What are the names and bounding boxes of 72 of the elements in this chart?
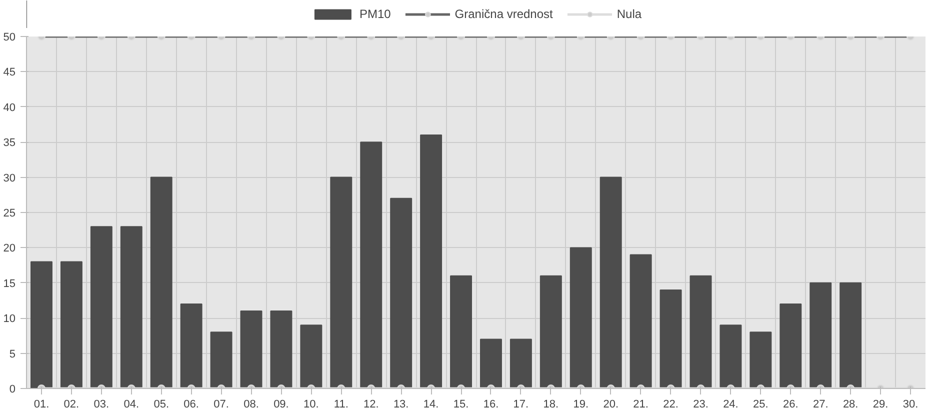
bar <box>360 142 382 388</box>
bar <box>510 338 532 388</box>
x-tick-label: 03. <box>94 398 110 410</box>
x-tick-label: 17. <box>513 398 529 410</box>
y-tick-label: 15 <box>3 278 16 290</box>
x-tick-label: 23. <box>693 398 708 410</box>
bar <box>60 261 82 388</box>
x-tick-label: 30. <box>902 398 918 410</box>
y-tick-label: 30 <box>3 172 16 184</box>
legend-label: Nula <box>616 7 642 21</box>
bar <box>750 332 772 388</box>
bar <box>420 134 442 388</box>
bar <box>390 198 412 388</box>
bar <box>270 310 292 388</box>
bar <box>570 247 592 388</box>
x-tick-label: 25. <box>753 398 768 410</box>
bar <box>90 226 112 388</box>
bar <box>120 226 142 388</box>
x-tick-label: 26. <box>783 398 798 410</box>
x-tick-label: 05. <box>154 398 169 410</box>
x-tick-label: 22. <box>663 398 678 410</box>
x-tick-label: 24. <box>723 398 738 410</box>
x-tick-label: 19. <box>573 398 589 410</box>
bar <box>780 304 802 388</box>
x-tick-label: 07. <box>214 398 229 410</box>
x-tick-label: 13. <box>393 398 409 410</box>
x-tick-label: 29. <box>872 398 888 410</box>
y-tick-label: 5 <box>9 348 16 360</box>
y-tick-label: 40 <box>3 102 16 114</box>
y-tick-label: 50 <box>3 32 16 44</box>
x-tick-label: 16. <box>483 398 499 410</box>
x-tick-label: 28. <box>842 398 858 410</box>
bar <box>240 310 262 388</box>
bar <box>300 324 322 388</box>
bar <box>660 289 682 388</box>
bar <box>480 338 502 388</box>
bar <box>330 176 352 388</box>
x-tick-label: 11. <box>334 398 348 410</box>
x-tick-label: 08. <box>244 398 259 410</box>
x-tick-label: 12. <box>363 398 379 410</box>
bar <box>450 275 472 388</box>
y-tick-label: 35 <box>3 137 16 150</box>
x-tick-label: 15. <box>453 398 469 410</box>
y-tick-label: 0 <box>9 384 16 396</box>
x-tick-label: 20. <box>603 398 618 410</box>
x-tick-label: 02. <box>64 398 80 410</box>
x-tick-label: 18. <box>543 398 559 410</box>
bar <box>840 282 862 388</box>
bar <box>600 176 622 388</box>
x-tick-label: 10. <box>304 398 319 410</box>
bar <box>720 324 742 388</box>
bar <box>30 261 52 388</box>
y-tick-label: 25 <box>3 208 16 220</box>
x-tick-label: 21. <box>633 398 648 410</box>
legend-label: Granična vrednost <box>454 7 553 21</box>
x-tick-label: 06. <box>184 398 199 410</box>
bar <box>210 332 232 388</box>
x-tick-label: 01. <box>34 398 50 410</box>
x-tick-label: 04. <box>124 398 140 410</box>
x-tick-label: 27. <box>812 398 828 410</box>
x-tick-label: 14. <box>423 398 439 410</box>
y-tick-label: 10 <box>3 313 16 326</box>
legend-label: PM10 <box>359 7 391 21</box>
bar <box>540 275 562 388</box>
y-tick-label: 45 <box>3 66 16 79</box>
bar <box>630 254 652 388</box>
bar <box>150 176 172 388</box>
x-tick-label: 09. <box>274 398 289 410</box>
y-tick-label: 20 <box>3 242 16 255</box>
bar <box>180 304 202 388</box>
bar <box>810 282 832 388</box>
bar <box>690 275 712 388</box>
